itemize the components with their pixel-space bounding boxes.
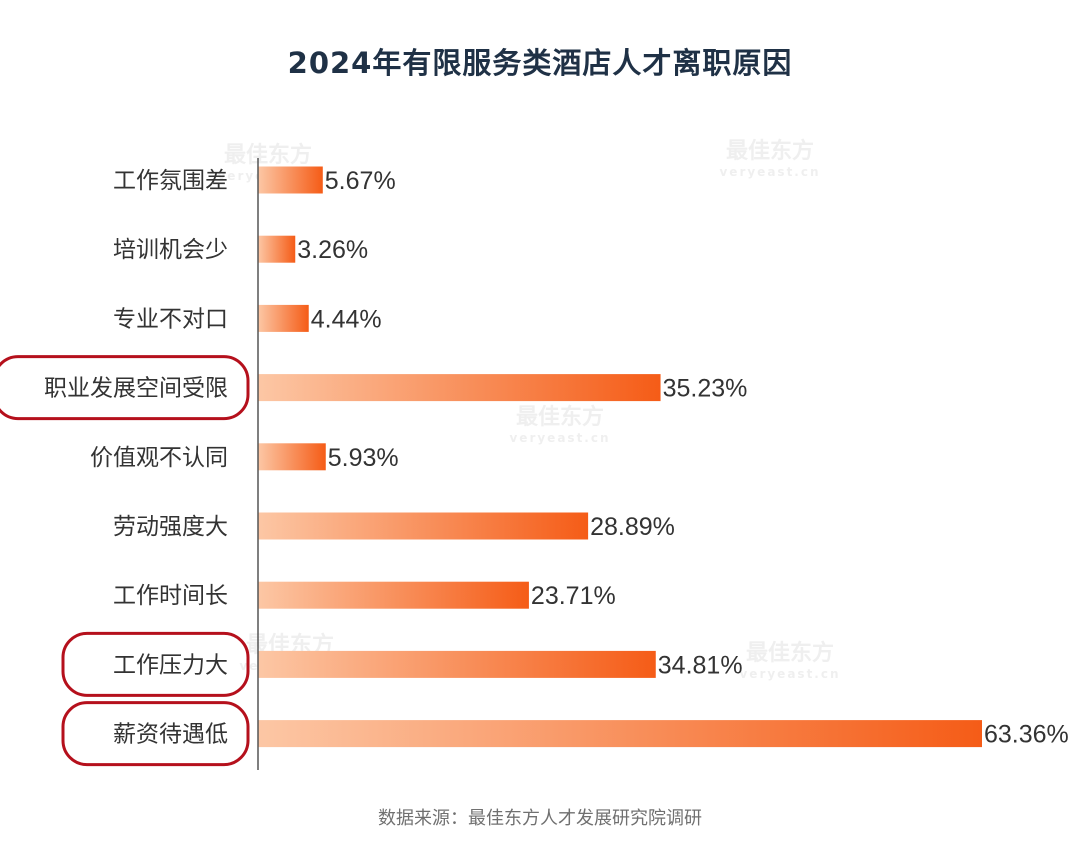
watermark-domain: veryeast.cn <box>509 431 610 445</box>
category-label: 工作压力大 <box>113 652 228 678</box>
watermark-domain: veryeast.cn <box>719 165 820 179</box>
value-label: 28.89% <box>590 513 675 541</box>
value-label: 3.26% <box>297 236 368 264</box>
bar <box>258 720 982 748</box>
bar <box>258 374 661 402</box>
watermark-brand: 最佳东方 <box>746 640 834 666</box>
bar <box>258 512 589 540</box>
value-label: 23.71% <box>531 582 616 610</box>
watermark-brand: 最佳东方 <box>516 404 604 430</box>
category-label: 培训机会少 <box>113 237 228 263</box>
value-label: 4.44% <box>311 305 382 333</box>
category-label: 劳动强度大 <box>113 514 228 540</box>
highlight-outline <box>61 701 250 767</box>
source-note: 数据来源：最佳东方人才发展研究院调研 <box>378 808 702 829</box>
value-label: 34.81% <box>658 651 743 679</box>
category-label: 工作时间长 <box>113 583 228 609</box>
value-label: 5.93% <box>328 444 399 472</box>
watermark-brand: 最佳东方 <box>726 138 814 164</box>
chart-title: 2024年有限服务类酒店人才离职原因 <box>287 46 793 80</box>
highlights-layer <box>0 355 250 767</box>
value-label: 63.36% <box>984 721 1069 749</box>
category-label: 工作氛围差 <box>113 168 228 194</box>
watermark-brand: 最佳东方 <box>224 142 312 168</box>
category-label: 薪资待遇低 <box>113 722 228 748</box>
value-label: 5.67% <box>325 167 396 195</box>
bar <box>258 443 326 471</box>
bar <box>258 235 296 263</box>
highlight-outline <box>61 631 250 697</box>
category-label: 职业发展空间受限 <box>44 376 228 402</box>
category-label: 专业不对口 <box>113 306 228 332</box>
bars-layer <box>258 166 982 748</box>
bar <box>258 650 656 678</box>
highlight-outline <box>0 355 250 421</box>
bar <box>258 166 323 194</box>
watermark-layer: 最佳东方veryeast.cn最佳东方veryeast.cn最佳东方veryea… <box>217 138 840 681</box>
category-label: 价值观不认同 <box>90 445 228 471</box>
labels-layer: 工作氛围差 5.67% 培训机会少 3.26% 专业不对口 4.44% 职业发展空间受限 35… <box>44 167 1069 749</box>
bar <box>258 581 529 609</box>
bar <box>258 304 309 332</box>
watermark-domain: veryeast.cn <box>739 667 840 681</box>
value-label: 35.23% <box>663 375 748 403</box>
